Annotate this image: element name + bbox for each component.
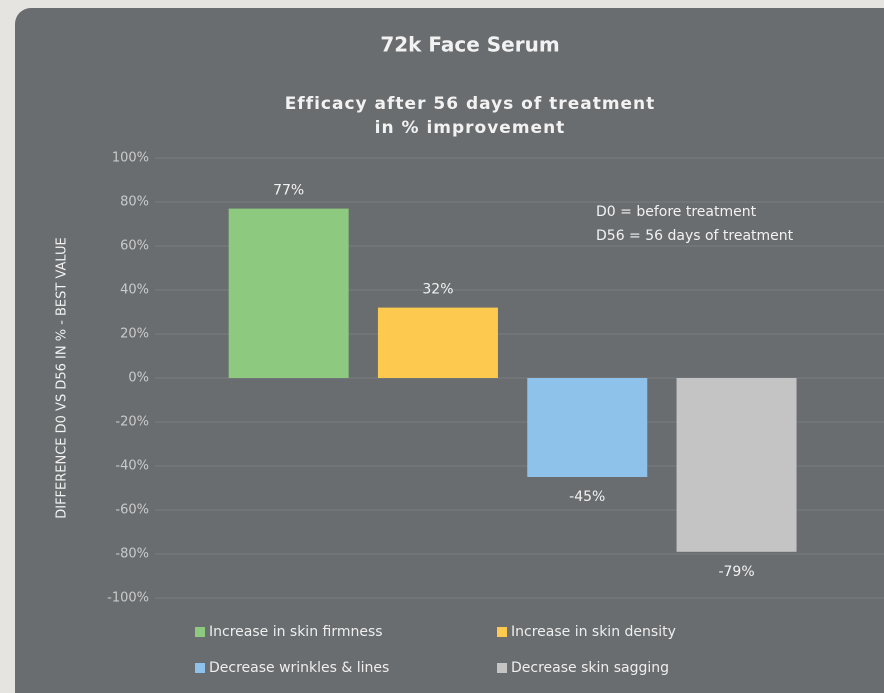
y-tick-label: 0% bbox=[128, 371, 149, 386]
chart-subtitle: in % improvement bbox=[375, 118, 566, 138]
chart-subtitle: Efficacy after 56 days of treatment bbox=[285, 94, 656, 114]
y-tick-label: -60% bbox=[115, 503, 149, 518]
y-tick-label: -40% bbox=[115, 459, 149, 474]
data-label: 77% bbox=[273, 183, 304, 199]
data-label: -79% bbox=[718, 564, 754, 580]
legend-label: Decrease skin sagging bbox=[511, 660, 669, 676]
y-tick-label: 80% bbox=[120, 195, 149, 210]
legend-label: Increase in skin firmness bbox=[209, 624, 383, 640]
annotation: D56 = 56 days of treatment bbox=[596, 228, 794, 244]
bar bbox=[676, 378, 797, 552]
chart-title: 72k Face Serum bbox=[380, 33, 559, 57]
y-axis-label: DIFFERENCE D0 VS D56 IN % - BEST VALUE bbox=[55, 237, 70, 519]
annotation: D0 = before treatment bbox=[596, 204, 757, 220]
legend-label: Decrease wrinkles & lines bbox=[209, 660, 389, 676]
legend-swatch bbox=[195, 627, 205, 637]
data-label: -45% bbox=[569, 489, 605, 505]
bar bbox=[527, 378, 648, 477]
y-tick-label: -80% bbox=[115, 547, 149, 562]
bar bbox=[228, 208, 349, 378]
legend-swatch bbox=[497, 663, 507, 673]
legend-swatch bbox=[497, 627, 507, 637]
y-tick-label: 100% bbox=[112, 151, 149, 166]
data-label: 32% bbox=[422, 282, 453, 298]
y-tick-label: -20% bbox=[115, 415, 149, 430]
y-tick-label: 40% bbox=[120, 283, 149, 298]
y-tick-label: -100% bbox=[107, 591, 149, 606]
bar bbox=[377, 307, 498, 378]
y-tick-label: 60% bbox=[120, 239, 149, 254]
y-tick-label: 20% bbox=[120, 327, 149, 342]
legend-label: Increase in skin density bbox=[511, 624, 676, 640]
legend-swatch bbox=[195, 663, 205, 673]
